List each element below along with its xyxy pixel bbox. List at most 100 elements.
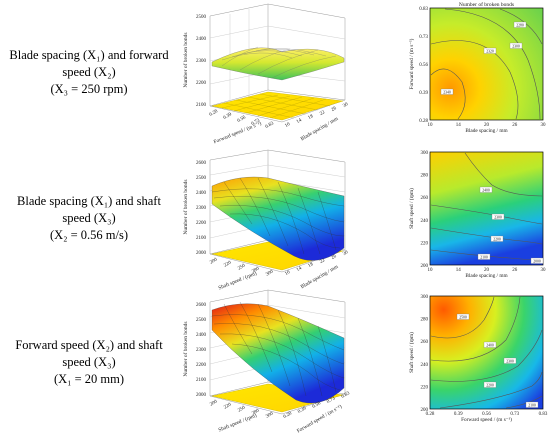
x-tick-label: 30 xyxy=(342,102,349,109)
y-tick-label: 0.73 xyxy=(419,35,428,40)
x-tick-label: 14 xyxy=(296,118,303,125)
contour-fill xyxy=(430,296,543,409)
y-tick-label: 0.83 xyxy=(419,7,428,12)
y-axis-label: Shaft speed / (rpm) xyxy=(408,188,415,229)
surface-plot-1: 2100 2200 2300 2400 2500 Number of broken bon… xyxy=(182,3,350,145)
row-label-line: Forward speed (X₂) and shaft xyxy=(15,338,163,352)
contour-label: 2100 xyxy=(480,255,488,259)
contour-label: 2300 xyxy=(512,44,520,48)
contour-label: 2340 xyxy=(443,90,451,94)
y-tick-label: 250 xyxy=(237,405,246,413)
y-tick-label: 280 xyxy=(251,408,260,416)
y-axis-label: Shaft speed / (rpm) xyxy=(217,270,258,292)
z-tick-label: 2300 xyxy=(196,348,207,353)
y-tick-label: 260 xyxy=(421,340,429,345)
contour-label-box xyxy=(490,235,504,242)
y-axis-label: Forward speed / (m s⁻¹) xyxy=(408,38,415,89)
z-tick-label: 2400 xyxy=(196,191,207,196)
plot-frame xyxy=(429,151,544,266)
contour-label: 2000 xyxy=(533,259,541,263)
y-tick-label: 300 xyxy=(421,151,429,156)
plot-frame xyxy=(429,295,544,410)
contour-label: 2300 xyxy=(494,215,502,219)
contour-lines xyxy=(430,8,543,120)
x-axis-label: Blade spacing / mm xyxy=(300,116,340,143)
contour-plot-1: 10 14 20 26 30 0.28 0.39 0.56 0.73 0.83 Blade spac… xyxy=(408,1,546,134)
row-label-line: speed (X₂) xyxy=(62,65,116,79)
plot-frame xyxy=(429,7,544,121)
contour-label-box xyxy=(483,341,497,348)
y-tick-label: 0.28 xyxy=(209,109,220,118)
x-axis-label: Blade spacing / mm xyxy=(300,264,340,291)
contour-label: 2500 xyxy=(459,315,467,319)
surface-plot-2: 2000 2100 2200 2300 2400 2500 2600 Number of br… xyxy=(182,149,350,292)
x-tick-label: 0.56 xyxy=(312,401,323,410)
z-axis-label: Number of broken bonds xyxy=(182,179,189,234)
contour-label-box xyxy=(456,313,470,320)
contour-label: 2200 xyxy=(493,237,501,241)
x-tick-label: 30 xyxy=(541,268,547,273)
x-tick-label: 30 xyxy=(342,250,349,257)
x-tick-label: 30 xyxy=(541,123,547,128)
x-tick-label: 0.39 xyxy=(454,412,463,417)
y-axis-label: Shaft speed / (rpm) xyxy=(217,412,258,433)
floor-grid xyxy=(221,93,331,119)
y-tick-label: 0.39 xyxy=(223,112,234,121)
x-tick-label: 0.28 xyxy=(426,412,435,417)
surface-mesh xyxy=(211,301,345,397)
x-tick-label: 20 xyxy=(484,268,490,273)
y-tick-label: 300 xyxy=(421,295,429,300)
y-tick-label: 220 xyxy=(223,402,232,410)
floor-projection xyxy=(211,91,344,121)
y-tick-label: 280 xyxy=(421,174,429,179)
y-tick-label: 250 xyxy=(237,263,246,271)
row-label-line: speed (X₃) xyxy=(62,211,116,225)
x-tick-label: 14 xyxy=(456,268,462,273)
x-tick-label: 26 xyxy=(331,254,338,261)
contour-label: 2200 xyxy=(486,383,494,387)
x-tick-label: 0.73 xyxy=(326,396,337,405)
x-tick-label: 10 xyxy=(284,270,291,277)
y-tick-label: 240 xyxy=(421,363,429,368)
response-surface xyxy=(211,176,345,261)
y-tick-label: 200 xyxy=(209,257,218,265)
x-tick-label: 0.28 xyxy=(283,411,294,420)
x-tick-label: 0.83 xyxy=(539,412,548,417)
contour-label-box xyxy=(530,257,544,264)
x-tick-label: 0.83 xyxy=(341,391,352,400)
contour-label-box xyxy=(479,186,493,193)
y-tick-label: 220 xyxy=(421,385,429,390)
row-label-1: Blade spacing (X₁) and forward speed (X₂… xyxy=(0,47,178,98)
row-label-line: (X₂ = 0.56 m/s) xyxy=(49,228,129,242)
y-axis-label: Shaft speed / (rpm) xyxy=(408,332,415,373)
x-tick-label: 18 xyxy=(308,262,315,269)
x-tick-label: 22 xyxy=(319,110,326,117)
z-tick-label: 2500 xyxy=(196,176,207,181)
contour-2-labels: 10 14 20 26 30 200 220 240 260 280 300 Blade spacin… xyxy=(408,151,546,279)
y-tick-label: 260 xyxy=(421,196,429,201)
contour-label-box xyxy=(483,381,497,388)
surface-mesh xyxy=(221,46,337,79)
y-tick-label: 0.73 xyxy=(251,118,262,127)
x-tick-label: 18 xyxy=(308,114,315,121)
x-tick-label: 22 xyxy=(319,258,326,265)
chart-title: Number of broken bonds xyxy=(459,1,514,8)
y-tick-label: 280 xyxy=(421,318,429,323)
y-tick-label: 0.28 xyxy=(419,119,428,124)
contour-label: 2300 xyxy=(506,359,514,363)
y-tick-label: 0.56 xyxy=(237,115,248,124)
y-tick-label: 0.56 xyxy=(419,63,428,68)
contour-3-labels: 0.28 0.39 0.56 0.73 0.83 200 220 240 260 280 300 Fo… xyxy=(408,295,548,423)
row-label-line: Blade spacing (X₁) and forward xyxy=(9,48,169,62)
surface-plot-3: 2000 2100 2200 2300 2400 2500 2600 Number of br… xyxy=(182,289,352,433)
x-axis-label: Forward speed / (m s⁻¹) xyxy=(461,416,512,423)
surface-mesh xyxy=(211,177,345,255)
x-tick-label: 0.73 xyxy=(510,412,519,417)
z-tick-label: 2100 xyxy=(196,378,207,383)
y-tick-label: 0.39 xyxy=(419,91,428,96)
y-tick-label: 200 xyxy=(421,264,429,269)
x-tick-label: 26 xyxy=(512,268,518,273)
contour-label: 2400 xyxy=(486,343,494,347)
contour-label-box xyxy=(509,42,523,49)
